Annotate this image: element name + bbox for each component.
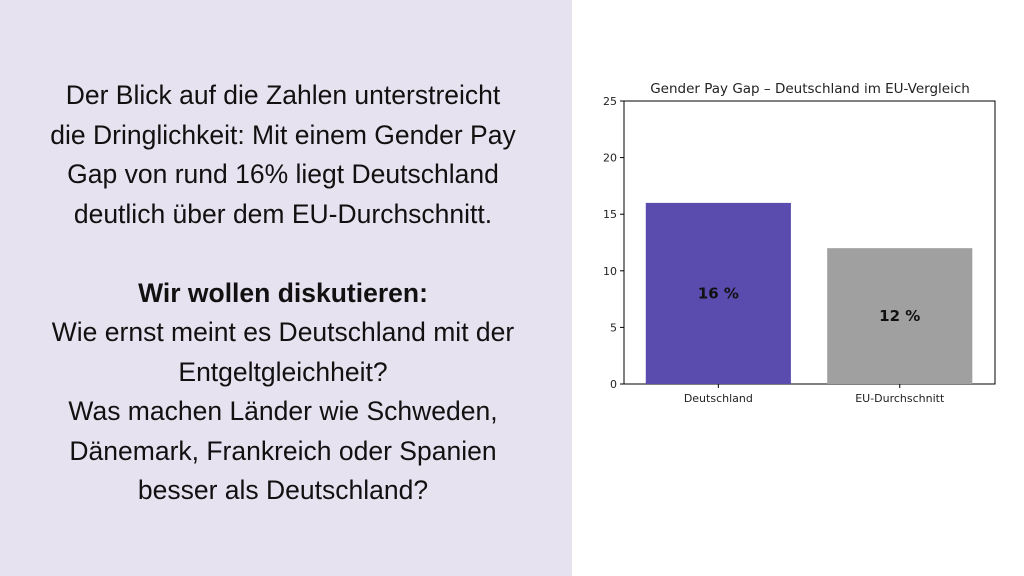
y-tick-label: 5 xyxy=(610,321,617,334)
intro-line-3: Gap von rund 16% liegt Deutschland xyxy=(67,159,499,189)
intro-line-2: die Dringlichkeit: Mit einem Gender Pay xyxy=(50,119,516,150)
paragraph-spacer xyxy=(0,234,566,274)
x-tick-label: Deutschland xyxy=(684,392,753,405)
x-tick-label: EU-Durchschnitt xyxy=(855,392,945,405)
y-tick-label: 0 xyxy=(610,378,617,391)
question-line-3: Was machen Länder wie Schweden, xyxy=(68,396,498,426)
bar-deutschland xyxy=(645,202,791,384)
question-line-1: Wie ernst meint es Deutschland mit der xyxy=(51,317,515,347)
plot-frame xyxy=(623,100,996,385)
bar-chart: Gender Pay Gap – Deutschland im EU-Vergl… xyxy=(603,81,996,405)
intro-line-1: Der Blick auf die Zahlen unterstreicht xyxy=(65,80,501,110)
y-tick-label: 15 xyxy=(603,208,617,221)
discussion-heading: Wir wollen diskutieren: xyxy=(138,277,428,308)
y-tick-label: 10 xyxy=(603,265,617,278)
chart-title: Gender Pay Gap – Deutschland im EU-Vergl… xyxy=(650,81,970,97)
bar-eu-durchschnitt xyxy=(827,248,973,384)
left-text-panel: Der Blick auf die Zahlen unterstreicht d… xyxy=(0,0,572,576)
data-label: 12 % xyxy=(879,307,920,325)
text-block: Der Blick auf die Zahlen unterstreicht d… xyxy=(0,76,566,511)
question-line-4: Dänemark, Frankreich oder Spanien xyxy=(69,435,497,466)
question-line-5: besser als Deutschland? xyxy=(137,475,429,505)
y-tick-label: 25 xyxy=(603,95,617,108)
y-tick-label: 20 xyxy=(603,152,617,165)
intro-line-4: deutlich über dem EU-Durchschnitt. xyxy=(73,198,493,229)
question-line-2: Entgeltgleichheit? xyxy=(178,356,388,387)
data-label: 16 % xyxy=(698,284,739,302)
